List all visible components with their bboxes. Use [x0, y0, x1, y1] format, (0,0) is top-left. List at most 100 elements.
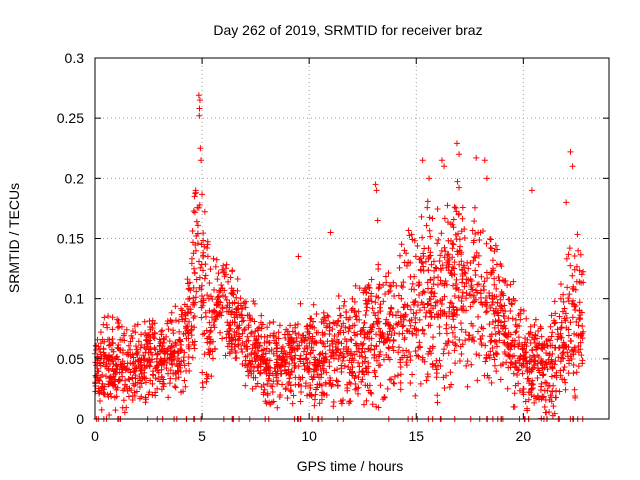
data-point	[398, 295, 405, 302]
data-point	[356, 316, 363, 323]
data-point	[557, 281, 564, 288]
data-point	[186, 367, 193, 374]
data-point	[498, 288, 505, 295]
data-point	[463, 280, 470, 287]
data-point	[273, 340, 280, 347]
data-point	[264, 390, 271, 397]
data-point	[307, 382, 314, 389]
data-point	[417, 307, 424, 314]
data-point	[456, 261, 463, 268]
data-point	[507, 346, 514, 353]
data-point	[481, 372, 488, 379]
data-point	[252, 328, 259, 335]
data-point	[413, 309, 420, 316]
data-point	[440, 350, 447, 357]
data-point	[386, 345, 393, 352]
data-point	[208, 314, 215, 321]
data-point	[136, 395, 143, 402]
data-point	[575, 363, 582, 370]
data-point	[327, 353, 334, 360]
data-point	[556, 388, 563, 395]
data-point	[467, 276, 474, 283]
data-point	[523, 315, 530, 322]
data-point	[491, 324, 498, 331]
data-point	[488, 337, 495, 344]
data-point	[376, 304, 383, 311]
data-point	[130, 354, 137, 361]
data-point	[159, 327, 166, 334]
data-point	[529, 366, 536, 373]
data-point	[434, 314, 441, 321]
data-point	[424, 279, 431, 286]
data-point	[534, 335, 541, 342]
data-point	[539, 394, 546, 401]
data-point	[242, 343, 249, 350]
data-point	[489, 318, 496, 325]
data-point	[228, 290, 235, 297]
data-point	[197, 145, 204, 152]
data-point	[444, 219, 451, 226]
data-point	[319, 362, 326, 369]
data-point	[310, 301, 317, 308]
data-point	[269, 388, 276, 395]
data-point	[241, 327, 248, 334]
data-point	[418, 213, 425, 220]
data-point	[333, 322, 340, 329]
data-point	[567, 262, 574, 269]
data-point	[430, 293, 437, 300]
data-point	[326, 363, 333, 370]
data-point	[184, 303, 191, 310]
data-point	[191, 301, 198, 308]
data-point	[448, 300, 455, 307]
data-point	[368, 335, 375, 342]
data-point	[403, 359, 410, 366]
data-point	[473, 154, 480, 161]
data-point	[184, 280, 191, 287]
data-point	[549, 388, 556, 395]
data-point	[376, 338, 383, 345]
data-point	[502, 332, 509, 339]
data-point	[500, 292, 507, 299]
data-point	[415, 344, 422, 351]
data-point	[434, 392, 441, 399]
data-point	[98, 406, 105, 413]
data-point	[488, 379, 495, 386]
data-point	[363, 365, 370, 372]
data-point	[478, 324, 485, 331]
data-point	[572, 286, 579, 293]
data-point	[395, 349, 402, 356]
data-point	[441, 346, 448, 353]
data-point	[260, 391, 267, 398]
data-point	[132, 380, 139, 387]
data-point	[438, 230, 445, 237]
data-point	[574, 231, 581, 238]
data-point	[363, 290, 370, 297]
data-point	[191, 345, 198, 352]
data-point	[377, 308, 384, 315]
data-point	[461, 226, 468, 233]
data-point	[181, 349, 188, 356]
data-point	[437, 312, 444, 319]
data-point	[297, 356, 304, 363]
data-point	[189, 239, 196, 246]
data-point	[141, 318, 148, 325]
data-point	[361, 319, 368, 326]
data-point	[173, 342, 180, 349]
data-point	[229, 308, 236, 315]
data-point	[453, 208, 460, 215]
data-point	[577, 332, 584, 339]
data-point	[454, 248, 461, 255]
data-point	[471, 204, 478, 211]
data-point	[428, 261, 435, 268]
data-point	[425, 350, 432, 357]
data-point	[273, 374, 280, 381]
data-point	[552, 357, 559, 364]
data-point	[557, 330, 564, 337]
data-point	[229, 300, 236, 307]
data-point	[407, 306, 414, 313]
data-point	[491, 248, 498, 255]
data-point	[556, 313, 563, 320]
data-point	[353, 385, 360, 392]
data-point	[409, 371, 416, 378]
data-point	[455, 294, 462, 301]
